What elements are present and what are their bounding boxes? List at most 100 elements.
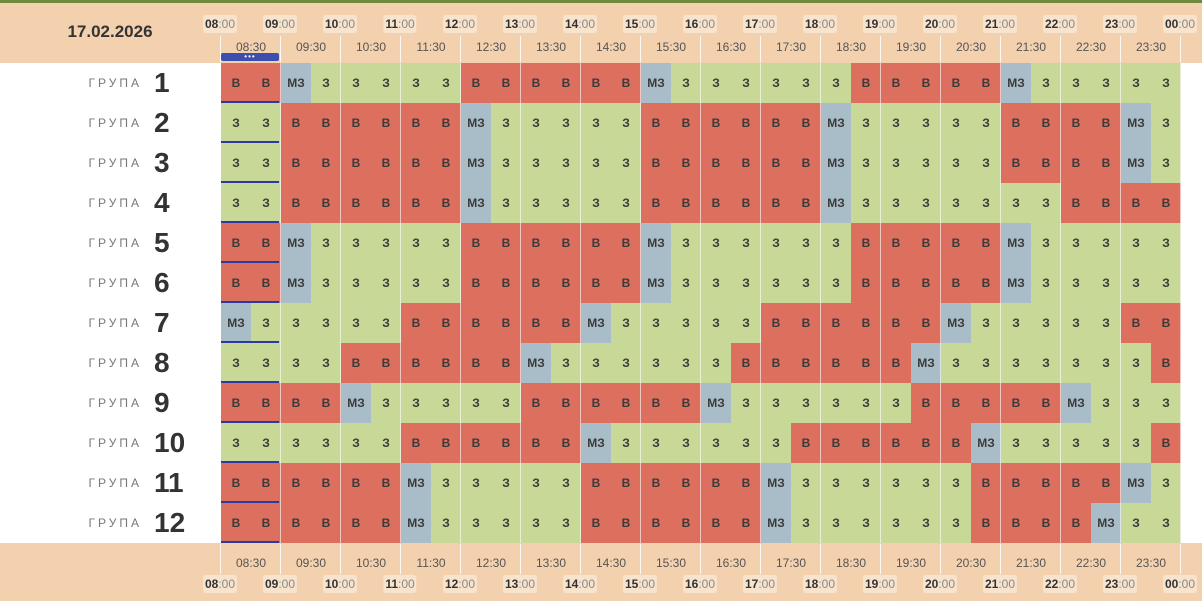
schedule-cell[interactable]: З	[881, 503, 911, 543]
schedule-cell[interactable]: З	[1151, 223, 1181, 263]
schedule-cell[interactable]: З	[341, 423, 371, 463]
schedule-cell[interactable]: З	[791, 263, 821, 303]
schedule-cell[interactable]: З	[731, 63, 761, 103]
schedule-cell[interactable]: В	[731, 463, 761, 503]
schedule-cell[interactable]: В	[251, 223, 281, 263]
schedule-cell[interactable]: З	[401, 63, 431, 103]
schedule-cell[interactable]: В	[701, 503, 731, 543]
schedule-cell[interactable]: В	[1061, 183, 1091, 223]
schedule-cell[interactable]: З	[521, 183, 551, 223]
schedule-cell[interactable]: З	[431, 383, 461, 423]
schedule-cell[interactable]: З	[1151, 503, 1181, 543]
schedule-cell[interactable]: В	[731, 103, 761, 143]
schedule-cell[interactable]: З	[1091, 263, 1121, 303]
schedule-cell[interactable]: В	[401, 103, 431, 143]
schedule-cell[interactable]: З	[371, 263, 401, 303]
schedule-cell[interactable]: З	[671, 223, 701, 263]
schedule-cell[interactable]: В	[701, 143, 731, 183]
schedule-cell[interactable]: В	[761, 143, 791, 183]
schedule-cell[interactable]: З	[521, 463, 551, 503]
schedule-cell[interactable]: З	[851, 103, 881, 143]
schedule-cell[interactable]: В	[281, 143, 311, 183]
schedule-cell[interactable]: В	[881, 263, 911, 303]
schedule-cell[interactable]: В	[1061, 463, 1091, 503]
schedule-cell[interactable]: В	[611, 463, 641, 503]
schedule-cell[interactable]: МЗ	[641, 63, 671, 103]
schedule-cell[interactable]: МЗ	[521, 343, 551, 383]
schedule-cell[interactable]: В	[551, 423, 581, 463]
schedule-cell[interactable]: В	[911, 383, 941, 423]
schedule-cell[interactable]: В	[611, 63, 641, 103]
schedule-cell[interactable]: В	[461, 223, 491, 263]
schedule-cell[interactable]: З	[1031, 183, 1061, 223]
schedule-cell[interactable]: В	[581, 383, 611, 423]
schedule-cell[interactable]: З	[581, 143, 611, 183]
schedule-cell[interactable]: З	[821, 503, 851, 543]
schedule-cell[interactable]: МЗ	[641, 223, 671, 263]
schedule-cell[interactable]: МЗ	[1001, 63, 1031, 103]
schedule-cell[interactable]: В	[881, 223, 911, 263]
schedule-cell[interactable]: З	[791, 463, 821, 503]
schedule-cell[interactable]: В	[671, 103, 701, 143]
schedule-cell[interactable]: З	[671, 263, 701, 303]
schedule-cell[interactable]: З	[491, 103, 521, 143]
schedule-cell[interactable]: В	[941, 263, 971, 303]
schedule-cell[interactable]: В	[881, 303, 911, 343]
schedule-cell[interactable]: В	[221, 223, 251, 263]
schedule-cell[interactable]: МЗ	[971, 423, 1001, 463]
schedule-cell[interactable]: В	[1121, 303, 1151, 343]
schedule-cell[interactable]: З	[341, 263, 371, 303]
schedule-cell[interactable]: В	[431, 423, 461, 463]
schedule-cell[interactable]: В	[371, 103, 401, 143]
schedule-cell[interactable]: В	[281, 463, 311, 503]
schedule-cell[interactable]: В	[521, 303, 551, 343]
schedule-cell[interactable]: В	[491, 63, 521, 103]
schedule-cell[interactable]: В	[551, 263, 581, 303]
schedule-cell[interactable]: З	[401, 383, 431, 423]
schedule-cell[interactable]: З	[221, 343, 251, 383]
schedule-cell[interactable]: В	[1091, 463, 1121, 503]
schedule-cell[interactable]: В	[911, 223, 941, 263]
schedule-cell[interactable]: МЗ	[761, 503, 791, 543]
schedule-cell[interactable]: МЗ	[1121, 463, 1151, 503]
schedule-cell[interactable]: З	[881, 103, 911, 143]
schedule-cell[interactable]: З	[761, 223, 791, 263]
schedule-cell[interactable]: В	[461, 63, 491, 103]
schedule-cell[interactable]: В	[1001, 103, 1031, 143]
schedule-cell[interactable]: В	[611, 383, 641, 423]
schedule-cell[interactable]: З	[701, 423, 731, 463]
schedule-cell[interactable]: З	[1151, 463, 1181, 503]
schedule-cell[interactable]: В	[641, 103, 671, 143]
schedule-cell[interactable]: В	[881, 423, 911, 463]
schedule-cell[interactable]: В	[1151, 183, 1181, 223]
schedule-cell[interactable]: В	[431, 343, 461, 383]
schedule-cell[interactable]: В	[851, 423, 881, 463]
schedule-cell[interactable]: З	[551, 183, 581, 223]
schedule-cell[interactable]: В	[521, 383, 551, 423]
schedule-cell[interactable]: В	[1091, 103, 1121, 143]
schedule-cell[interactable]: В	[671, 183, 701, 223]
schedule-cell[interactable]: В	[281, 503, 311, 543]
schedule-cell[interactable]: В	[1121, 183, 1151, 223]
schedule-cell[interactable]: МЗ	[641, 263, 671, 303]
schedule-cell[interactable]: З	[851, 383, 881, 423]
schedule-cell[interactable]: В	[221, 63, 251, 103]
schedule-cell[interactable]: В	[1031, 463, 1061, 503]
schedule-cell[interactable]: МЗ	[281, 263, 311, 303]
schedule-cell[interactable]: В	[581, 263, 611, 303]
schedule-cell[interactable]: З	[221, 423, 251, 463]
schedule-cell[interactable]: МЗ	[821, 103, 851, 143]
schedule-cell[interactable]: В	[401, 423, 431, 463]
schedule-cell[interactable]: З	[371, 423, 401, 463]
schedule-cell[interactable]: В	[1031, 143, 1061, 183]
schedule-cell[interactable]: З	[1061, 343, 1091, 383]
schedule-cell[interactable]: В	[431, 143, 461, 183]
schedule-cell[interactable]: В	[701, 103, 731, 143]
schedule-cell[interactable]: В	[611, 223, 641, 263]
schedule-cell[interactable]: В	[881, 63, 911, 103]
schedule-cell[interactable]: В	[911, 263, 941, 303]
schedule-cell[interactable]: В	[551, 223, 581, 263]
schedule-cell[interactable]: З	[881, 463, 911, 503]
schedule-cell[interactable]: В	[341, 183, 371, 223]
schedule-cell[interactable]: З	[941, 503, 971, 543]
